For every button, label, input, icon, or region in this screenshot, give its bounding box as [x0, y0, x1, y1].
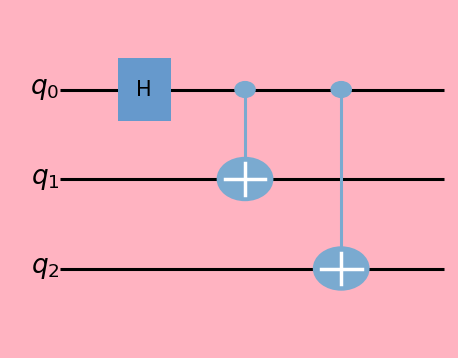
Circle shape	[217, 157, 273, 201]
Circle shape	[235, 82, 255, 97]
Text: H: H	[136, 79, 152, 100]
Text: $q_0$: $q_0$	[30, 77, 60, 102]
Circle shape	[313, 246, 370, 291]
FancyBboxPatch shape	[118, 58, 170, 121]
Text: $q_1$: $q_1$	[31, 166, 60, 192]
Text: $q_2$: $q_2$	[31, 256, 60, 281]
Circle shape	[331, 82, 351, 97]
